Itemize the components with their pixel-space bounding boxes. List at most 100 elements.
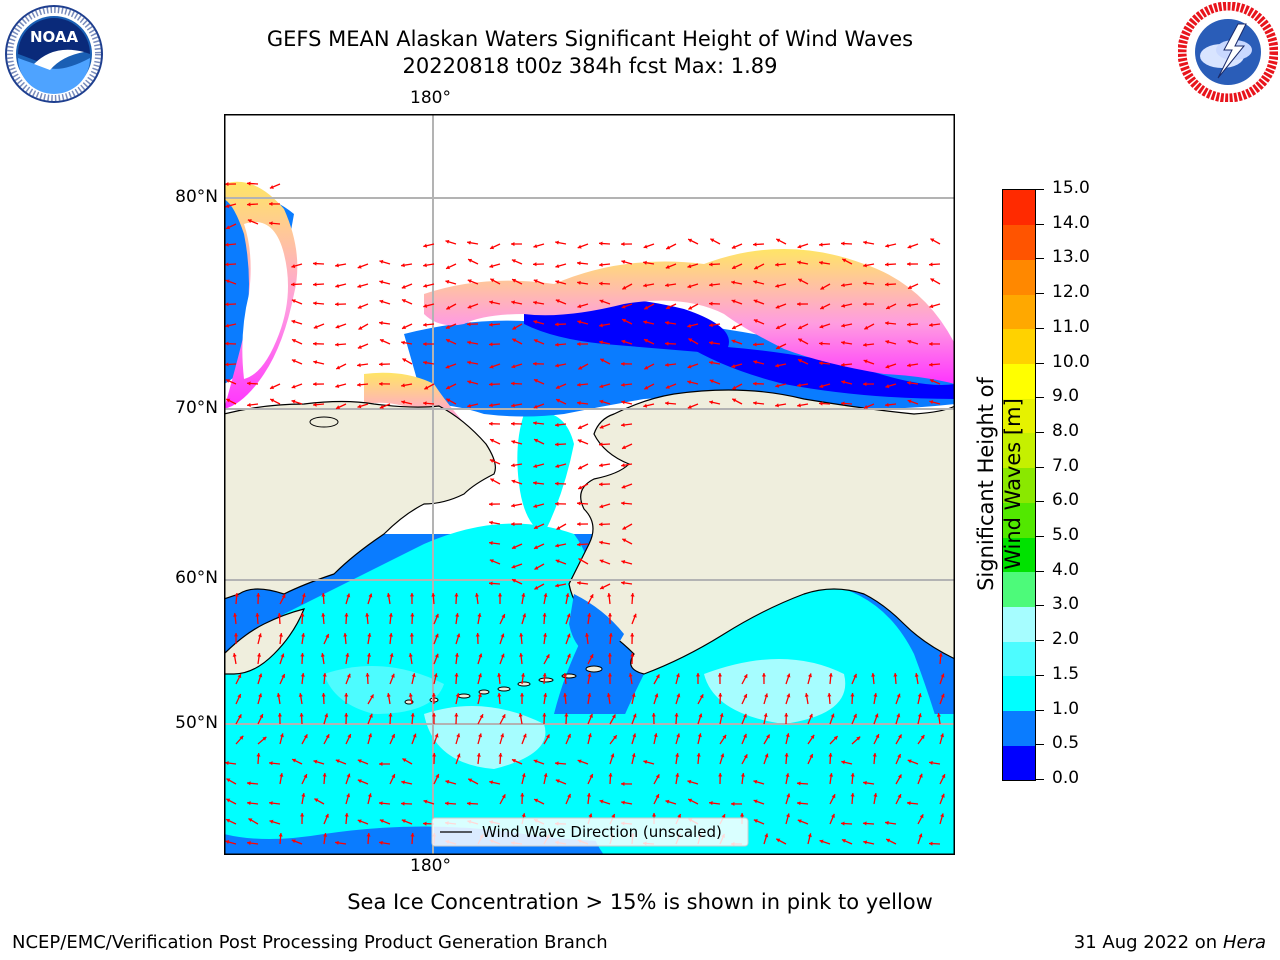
wind-arrow-head [431, 593, 436, 597]
arctic-ocean-dark-east [684, 344, 954, 399]
wind-arrow-head [577, 439, 582, 444]
wind-arrow-head [709, 379, 714, 384]
wind-arrow-head [239, 735, 244, 740]
colorbar-tick-label: 6.0 [1052, 490, 1080, 511]
wind-arrow-head [665, 341, 669, 346]
wind-arrow-head [709, 801, 713, 806]
wind-arrow-head [776, 238, 781, 243]
wind-arrow-head [753, 319, 758, 323]
wind-arrow-head [365, 673, 370, 677]
colorbar-tick-label: 5.0 [1052, 525, 1080, 546]
wind-arrow-head [841, 839, 846, 843]
wind-arrow-head [644, 338, 648, 343]
colorbar-segment [1003, 432, 1035, 469]
lat-label-50: 50°N [175, 713, 218, 733]
wind-arrow-head [336, 405, 340, 410]
wind-arrow-head [621, 242, 625, 247]
wind-arrow-head [863, 840, 868, 845]
wind-arrow-head [936, 713, 941, 717]
wind-arrow-head [587, 613, 592, 617]
wind-arrow-head [753, 779, 758, 784]
wind-arrow-head [555, 559, 560, 564]
wind-arrow-head [628, 673, 633, 677]
footer-branch: NCEP/EMC/Verification Post Processing Pr… [12, 932, 608, 953]
wind-arrow-head [446, 398, 451, 403]
wind-arrow-head [357, 819, 362, 824]
wind-arrow-head [874, 713, 879, 718]
wind-arrow-head [555, 363, 559, 368]
wind-arrow-head [940, 793, 945, 798]
wind-arrow-head [555, 779, 560, 784]
wind-arrow-head [743, 674, 748, 679]
wind-arrow-head [434, 653, 439, 658]
wind-arrow-head [401, 780, 406, 785]
wind-arrow-head [798, 278, 803, 283]
wind-arrow-head [269, 801, 273, 806]
wind-arrow-head [379, 299, 384, 304]
wind-arrow-head [520, 793, 525, 797]
colorbar-segment [1003, 363, 1035, 399]
wind-arrow-head [423, 263, 427, 268]
wind-arrow-head [225, 242, 229, 247]
wind-arrow-head [259, 714, 264, 719]
wind-arrow-head [555, 264, 560, 269]
colorbar-tick-label: 0.5 [1052, 733, 1080, 754]
map-gridlines [225, 115, 954, 854]
wind-arrow-head [346, 773, 351, 778]
colorbar-tick-label: 10.0 [1052, 351, 1090, 372]
wind-arrow-head [379, 840, 383, 845]
wind-arrow-head [489, 541, 493, 546]
wind-arrow-head [721, 814, 726, 819]
wind-arrow-head [578, 425, 582, 430]
wind-arrow-head [753, 819, 758, 823]
wind-arrow-head [511, 522, 515, 527]
wind-arrow-head [226, 225, 231, 230]
wind-arrow-head [555, 322, 559, 327]
wind-arrow-head [292, 758, 297, 763]
wind-arrow-head [281, 594, 286, 599]
wind-arrow-head [819, 384, 824, 389]
wind-arrow-head [497, 693, 502, 697]
wind-arrow-head [489, 502, 493, 507]
wind-arrow-head [621, 580, 625, 586]
wind-arrow-head [511, 564, 516, 569]
wind-arrow-head [291, 264, 296, 269]
wind-arrow-head [696, 753, 701, 757]
wind-arrow-head [643, 403, 648, 408]
wind-arrow-head [511, 440, 516, 445]
wind-arrow-head [589, 654, 594, 659]
wind-arrow-head [863, 405, 868, 409]
wind-arrow-head [764, 753, 769, 758]
wind-arrow-head [631, 753, 636, 758]
wind-arrow-head [388, 613, 393, 617]
wind-arrow-head [897, 794, 902, 799]
wind-arrow-head [511, 463, 515, 468]
colorbar-tick-label: 11.0 [1052, 316, 1090, 337]
wind-arrow-head [885, 402, 889, 407]
colorbar-tick-mark [1036, 223, 1044, 225]
wind-arrow-head [577, 320, 582, 325]
wind-arrow-head [291, 384, 296, 389]
wind-arrow-head [247, 841, 251, 846]
wind-arrow-head [335, 283, 340, 288]
noaa-logo: NOAA [5, 5, 103, 103]
wind-arrow-head [697, 733, 702, 738]
wind-arrow-head [753, 360, 758, 365]
wind-arrow-head [699, 694, 704, 699]
wind-arrow-head [423, 821, 427, 826]
nws-logo [1178, 2, 1278, 102]
colorbar-segment [1003, 502, 1035, 538]
wind-arrow-head [930, 278, 935, 283]
colorbar-tick-label: 4.0 [1052, 559, 1080, 580]
wind-arrow-head [600, 358, 605, 363]
wind-arrow-head [555, 342, 559, 347]
wind-arrow-head [841, 401, 845, 406]
wind-arrow-head [753, 401, 757, 406]
wind-arrow-head [797, 260, 801, 265]
wind-arrow-head [632, 733, 637, 738]
wind-arrow-head [564, 713, 569, 717]
wind-arrow-head [357, 345, 362, 349]
wind-arrow-head [622, 525, 627, 530]
wind-arrow-head [533, 404, 538, 409]
wind-arrow-head [863, 263, 867, 268]
